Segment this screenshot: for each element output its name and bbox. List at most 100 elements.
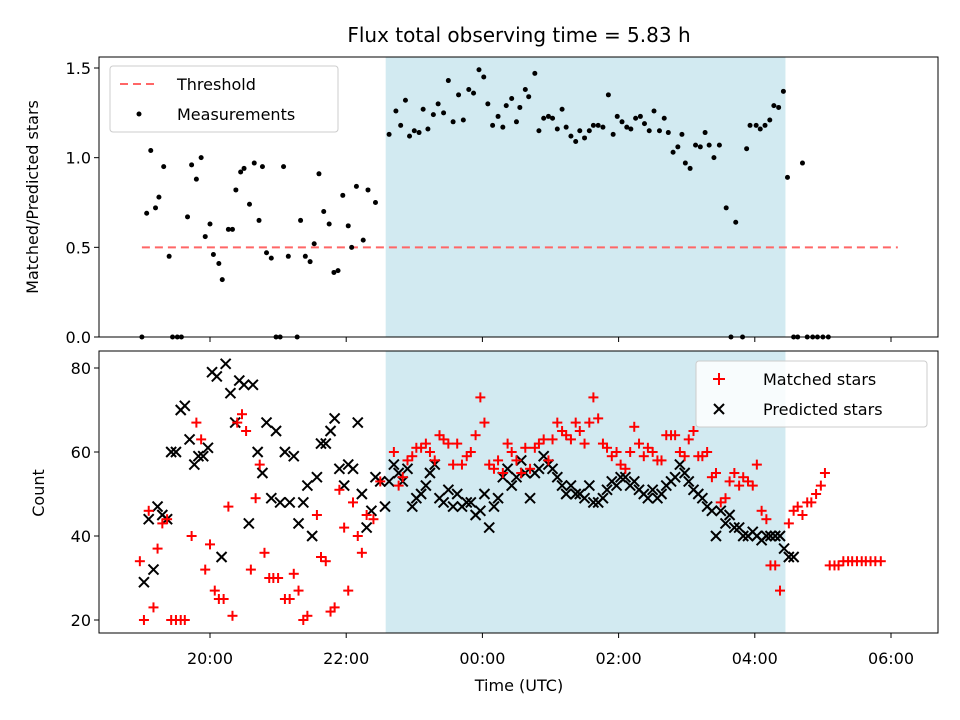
matched-star-point — [574, 426, 585, 436]
predicted-star-point — [265, 492, 277, 504]
matched-star-point — [538, 434, 549, 445]
predicted-star-point — [669, 471, 681, 483]
measurement-point — [799, 160, 805, 166]
measurement-point — [568, 133, 574, 139]
predicted-star-point — [597, 492, 609, 504]
measurement-point — [559, 106, 565, 112]
matched-star-point — [770, 560, 781, 571]
matched-star-point — [339, 522, 350, 533]
measurement-point — [349, 244, 355, 250]
measurement-point — [747, 122, 753, 128]
matched-star-point — [361, 510, 372, 520]
bottom-y-tick-label: 40 — [71, 527, 91, 546]
predicted-star-point — [333, 463, 346, 475]
matched-star-point — [670, 430, 681, 441]
matched-star-point — [393, 480, 404, 491]
bottom-x-tick-label: 02:00 — [596, 649, 642, 668]
measurement-point — [711, 155, 717, 161]
predicted-star-point — [424, 467, 436, 479]
measurement-point — [311, 241, 317, 247]
predicted-star-point — [270, 425, 282, 437]
measurement-point — [425, 126, 431, 132]
measurement-point — [256, 217, 262, 223]
measurement-point — [445, 78, 451, 84]
matched-star-point — [488, 463, 499, 474]
measurement-point — [610, 131, 616, 137]
bottom-y-tick-label: 60 — [71, 443, 91, 462]
matched-star-point — [288, 568, 299, 579]
matched-star-point — [593, 413, 604, 424]
bottom-panel: 20 40 60 80 20:00 22:00 00:00 02:00 04:00 06:00 C… — [29, 350, 939, 695]
predicted-star-point — [783, 551, 795, 563]
matched-star-point — [683, 434, 694, 445]
measurement-point — [210, 252, 216, 258]
predicted-star-point — [297, 496, 310, 509]
measurement-point — [225, 226, 231, 232]
measurement-point — [456, 92, 462, 98]
matched-star-point — [547, 434, 558, 445]
predicted-star-point — [256, 467, 269, 479]
predicted-star-point — [238, 379, 250, 391]
measurement-point — [251, 160, 257, 166]
predicted-star-point — [215, 551, 228, 563]
bottom-x-label: Time (UTC) — [474, 676, 563, 695]
measurement-point — [509, 95, 515, 101]
bottom-points — [134, 358, 886, 625]
top-gridlines: 0.0 0.5 1.0 1.5 — [66, 59, 892, 347]
measurement-point — [302, 253, 308, 259]
matched-star-point — [797, 510, 808, 520]
top-y-tick-label: 0.5 — [66, 238, 91, 257]
measurement-point — [503, 103, 509, 109]
predicted-star-point — [706, 505, 718, 517]
legend-matched-label: Matched stars — [763, 370, 876, 389]
predicted-star-point — [192, 450, 205, 462]
predicted-star-point — [315, 437, 327, 450]
matched-star-point — [209, 585, 220, 596]
bottom-x-tick-label: 04:00 — [732, 649, 778, 668]
matched-star-point — [751, 459, 762, 470]
measurement-point — [577, 128, 583, 134]
measurement-point — [757, 126, 763, 132]
predicted-star-point — [420, 479, 432, 492]
matched-star-point — [375, 476, 386, 487]
matched-star-point — [368, 514, 379, 525]
matched-star-point — [143, 505, 154, 516]
predicted-star-point — [260, 416, 273, 429]
matched-star-point — [443, 438, 454, 449]
top-y-tick-label: 0.0 — [66, 328, 91, 347]
measurement-point — [780, 88, 786, 94]
measurement-point — [321, 208, 327, 214]
measurement-point — [238, 169, 244, 175]
measurement-point — [586, 128, 592, 134]
measurement-point — [706, 142, 712, 148]
predicted-star-point — [347, 463, 359, 475]
predicted-star-point — [583, 479, 596, 492]
measurement-point — [441, 110, 447, 116]
matched-star-point — [148, 602, 159, 613]
predicted-star-point — [628, 475, 640, 488]
matched-star-point — [584, 417, 595, 428]
predicted-star-point — [170, 446, 182, 458]
predicted-star-point — [188, 458, 201, 471]
measurement-point — [541, 115, 547, 121]
measurement-point — [767, 117, 773, 123]
predicted-star-point — [143, 513, 155, 525]
matched-star-point — [747, 480, 758, 491]
matched-star-point — [565, 434, 576, 445]
measurement-point — [573, 139, 579, 145]
bottom-legend: Matched stars Predicted stars — [695, 360, 928, 428]
measurement-point — [550, 115, 556, 121]
measurement-point — [532, 70, 538, 76]
measurement-point — [335, 268, 341, 274]
matched-star-point — [702, 447, 713, 457]
predicted-star-point — [655, 488, 668, 500]
matched-star-point — [223, 501, 234, 512]
matched-star-point — [525, 463, 536, 474]
measurement-point — [702, 130, 708, 136]
predicted-star-point — [715, 505, 727, 517]
bottom-y-tick-label: 20 — [71, 611, 91, 630]
predicted-star-point — [619, 471, 632, 483]
measurement-point — [693, 142, 699, 148]
predicted-star-point — [165, 446, 177, 458]
